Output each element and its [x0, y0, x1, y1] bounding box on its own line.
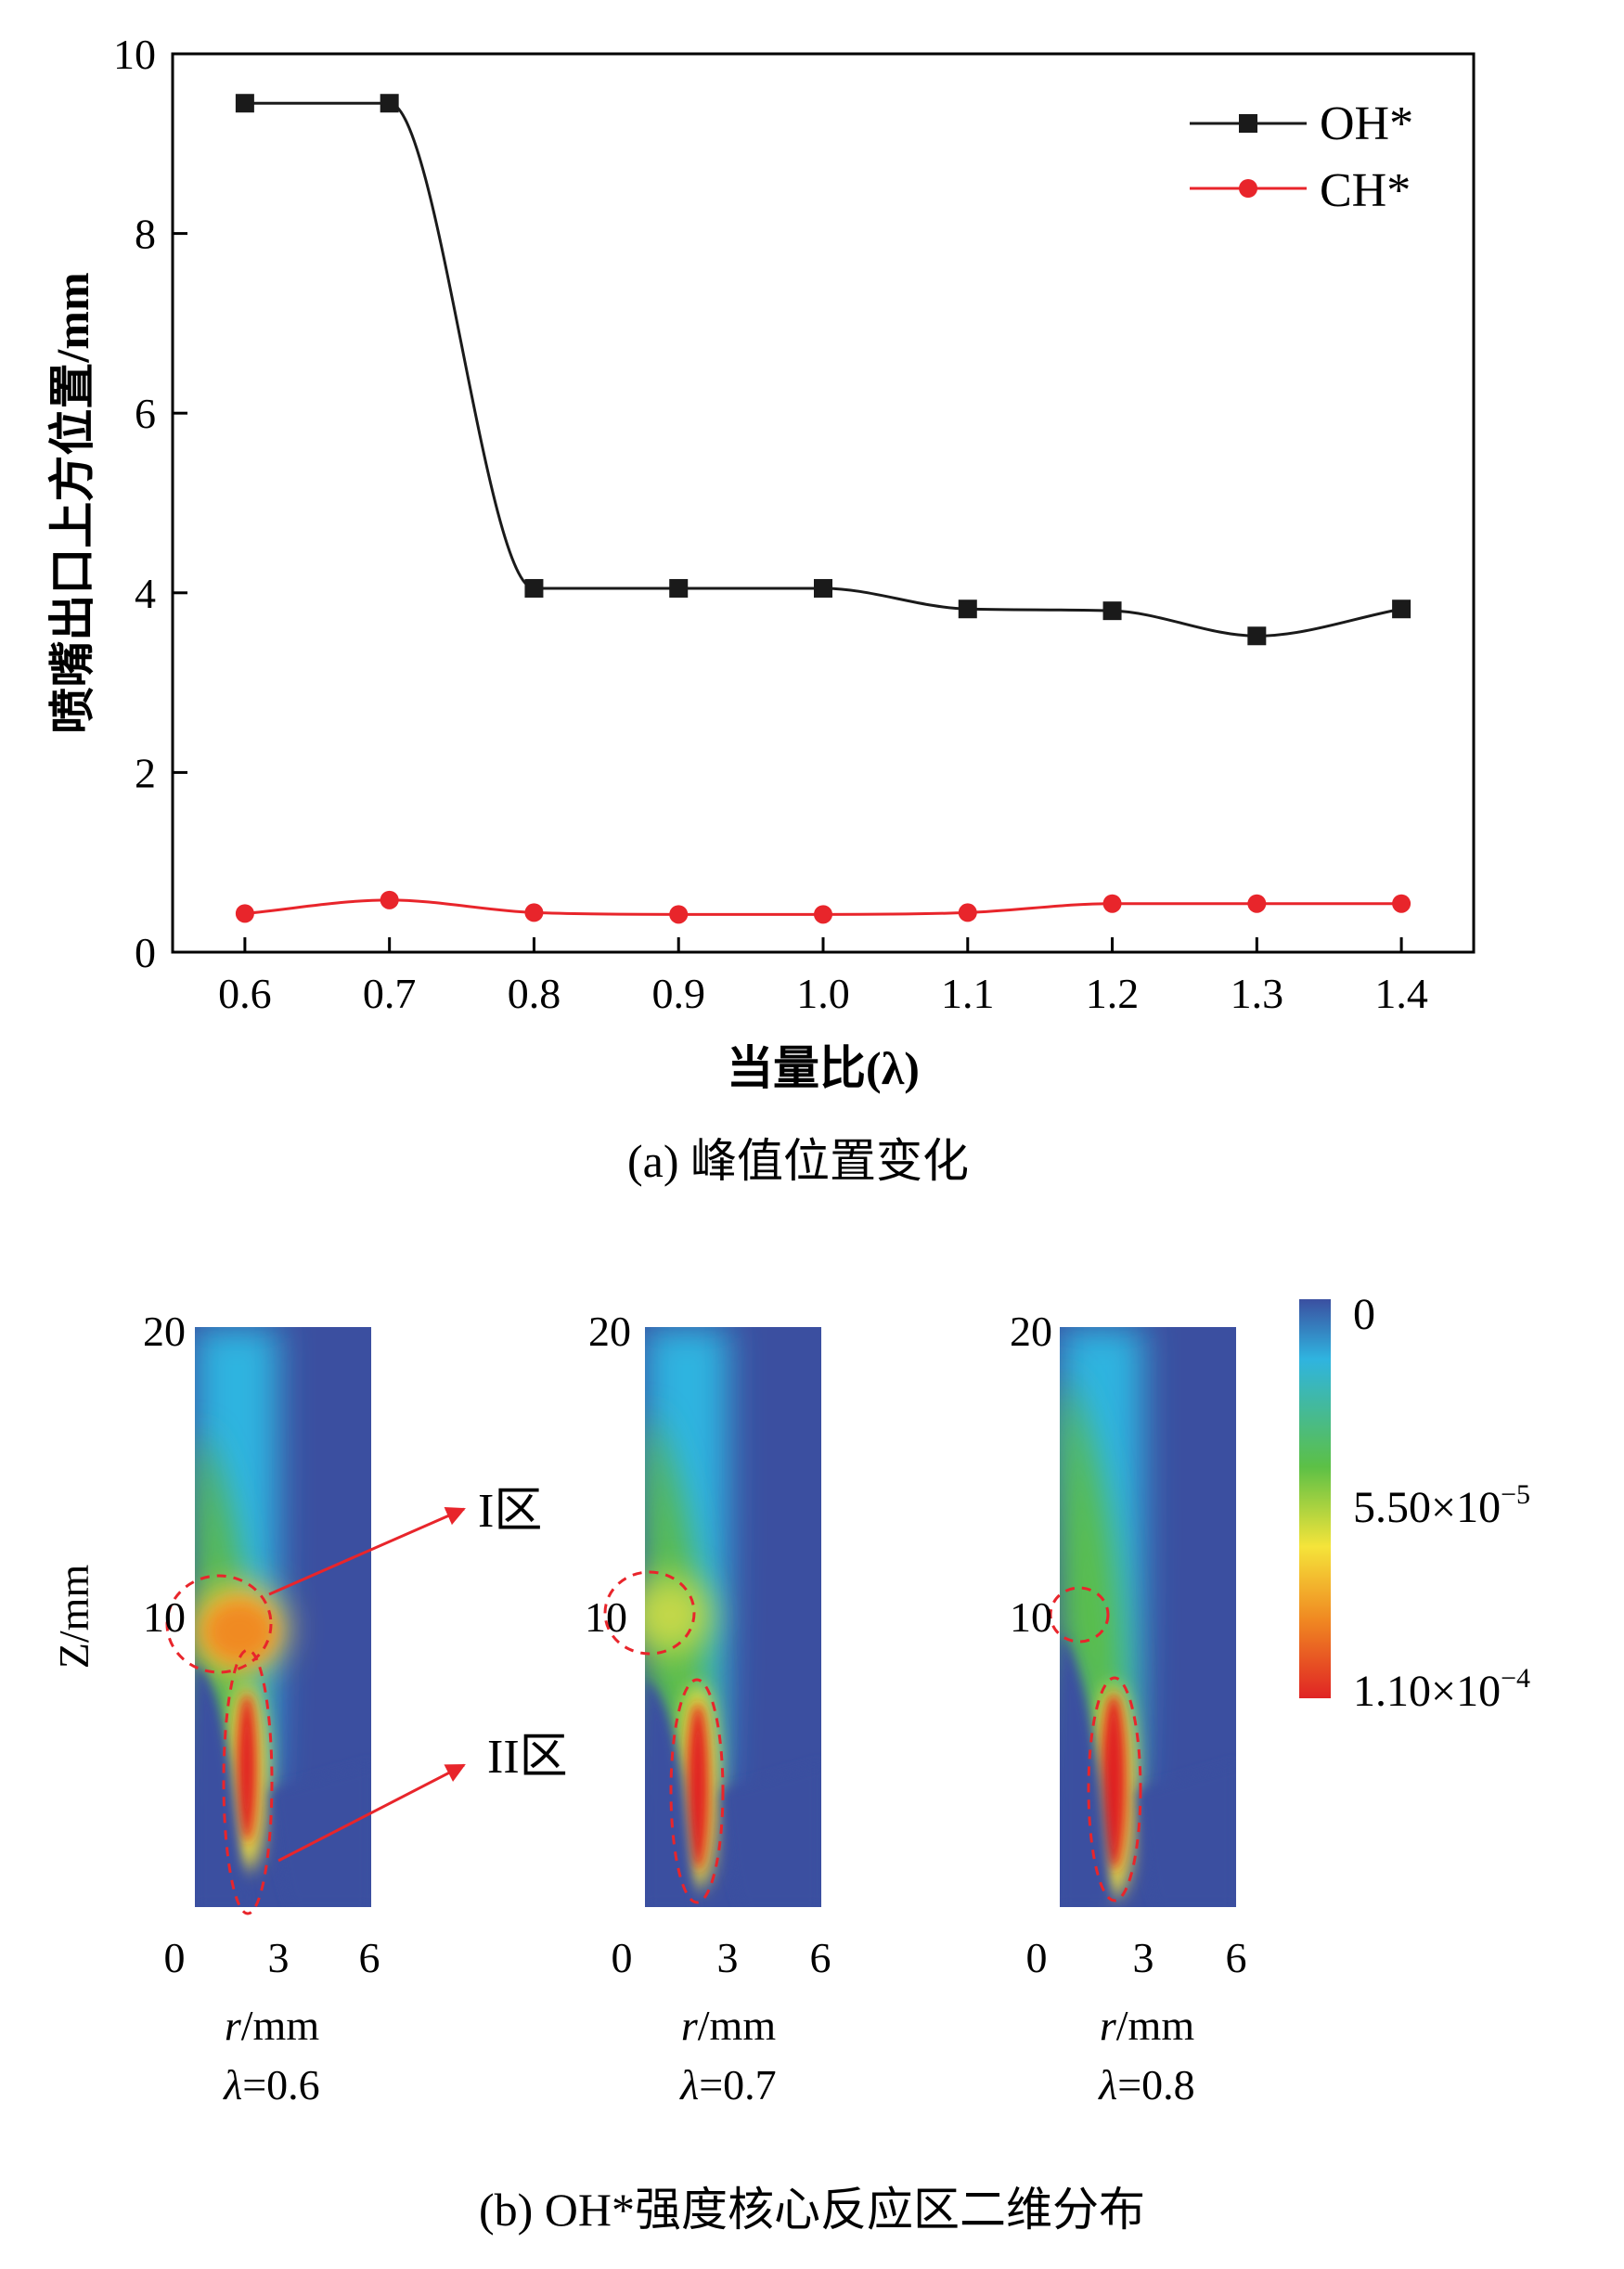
x-tick-label: 0.6	[218, 970, 272, 1017]
x-tick-label: 1.0	[796, 970, 850, 1017]
panel-2-x-tick-0: 0	[612, 1934, 633, 1981]
heatmap-panel-1: I区 II区 20 10 0 3 6 r/mm λ=0.6	[143, 1308, 568, 2108]
panel-3-x-tick-3: 3	[1133, 1934, 1154, 1981]
data-point-oh	[235, 94, 254, 113]
series-lines	[244, 101, 1402, 916]
panel-3-x-tick-6: 6	[1226, 1934, 1247, 1981]
zone-1-label: I区	[478, 1485, 542, 1538]
panel-1-x-tick-0: 0	[164, 1934, 186, 1981]
legend-label-ch: CH*	[1320, 164, 1411, 217]
x-tick-label: 0.8	[508, 970, 561, 1017]
y-tick-label: 10	[113, 31, 156, 78]
data-point-oh	[524, 578, 544, 598]
legend-label-oh: OH*	[1320, 97, 1413, 150]
x-tick-label: 0.9	[651, 970, 705, 1017]
panel-3-lambda-label: λ=0.8	[1097, 2061, 1194, 2108]
zone-1-outline	[603, 1570, 696, 1656]
zone-1-outline	[1049, 1586, 1110, 1644]
y-axis-label: 喷嘴出口上方位置/mm	[46, 272, 98, 733]
data-point-ch	[669, 905, 689, 924]
data-point-oh	[958, 599, 977, 619]
panel-1-x-label: r/mm	[225, 2002, 319, 2049]
heatmap-panel-3: 20 10 0 3 6 r/mm λ=0.8	[1010, 1308, 1247, 2108]
panel-3-y-tick-10: 10	[1010, 1593, 1052, 1641]
x-tick-label: 1.3	[1231, 970, 1284, 1017]
panel-2-x-tick-3: 3	[717, 1934, 739, 1981]
x-tick-label: 1.2	[1086, 970, 1140, 1017]
x-tick-label: 0.7	[363, 970, 417, 1017]
data-point-oh	[1392, 599, 1411, 619]
caption-a: (a) 峰值位置变化	[627, 1135, 969, 1187]
panel-2-x-label: r/mm	[681, 2002, 776, 2049]
data-point-ch	[235, 904, 254, 923]
colorbar: 0 5.50×10−5 1.10×10−4	[1299, 1290, 1530, 1716]
axis-ticks: 0.6 0.7 0.8 0.9 1.0 1.1 1.2 1.3 1.4 0 2 4 6 8 10	[113, 31, 1428, 1017]
caption-b: (b) OH*强度核心反应区二维分布	[479, 2184, 1145, 2236]
colorbar-label-mid: 5.50×10−5	[1353, 1479, 1530, 1532]
x-tick-label: 1.4	[1374, 970, 1428, 1017]
data-point-oh	[814, 578, 832, 598]
data-point-ch	[1247, 894, 1267, 913]
x-tick-label: 1.1	[941, 970, 995, 1017]
y-tick-label: 8	[135, 211, 156, 258]
zone-2-arrow	[277, 1763, 466, 1863]
peak-position-chart: 0.6 0.7 0.8 0.9 1.0 1.1 1.2 1.3 1.4 0 2 4 6 8 10 OH* C…	[46, 31, 1476, 1187]
panel-3-y-tick-20: 20	[1010, 1308, 1052, 1355]
zone-2-label: II区	[487, 1731, 568, 1784]
panel-1-lambda-label: λ=0.6	[222, 2061, 319, 2108]
panel-1-y-tick-10: 10	[143, 1593, 186, 1641]
data-point-oh	[669, 578, 689, 598]
data-point-oh	[380, 94, 399, 113]
zone-1-outline	[165, 1574, 273, 1674]
zone-1-arrow	[268, 1506, 466, 1596]
data-point-ch	[524, 903, 544, 922]
legend-marker-ch	[1239, 179, 1257, 198]
y-tick-label: 2	[135, 749, 156, 796]
data-point-ch	[814, 905, 832, 924]
colorbar-scale	[1299, 1299, 1331, 1698]
panel-2-lambda-label: λ=0.7	[678, 2061, 776, 2108]
panel-1-x-tick-3: 3	[268, 1934, 290, 1981]
panel-3-x-tick-0: 0	[1026, 1934, 1048, 1981]
series-markers	[235, 94, 1411, 924]
panel-1-x-tick-6: 6	[359, 1934, 380, 1981]
legend-marker-oh	[1239, 114, 1257, 133]
colorbar-label-max: 1.10×10−4	[1353, 1663, 1530, 1716]
panel-2-x-tick-6: 6	[810, 1934, 831, 1981]
data-point-ch	[1392, 894, 1411, 913]
zone-2-outline	[222, 1648, 274, 1915]
panel-2-y-tick-20: 20	[588, 1308, 631, 1355]
legend: OH* CH*	[1190, 97, 1413, 217]
zone-2-outline	[669, 1678, 725, 1904]
heatmap-panel-2: 20 10 0 3 6 r/mm λ=0.7	[585, 1308, 831, 2108]
zone-2-outline	[1087, 1676, 1142, 1902]
panel-1-y-tick-20: 20	[143, 1308, 186, 1355]
series-line-1	[244, 101, 1402, 638]
oh-distribution-figure: I区 II区 20 10 0 3 6 r/mm λ=0.6	[50, 1290, 1530, 2236]
data-point-oh	[1102, 601, 1122, 621]
data-point-oh	[1247, 626, 1267, 646]
x-axis-label: 当量比(λ)	[727, 1042, 920, 1094]
y-tick-label: 4	[135, 570, 156, 617]
data-point-ch	[1102, 894, 1122, 913]
data-point-ch	[380, 890, 399, 909]
heatmap-y-axis-label: Z/mm	[50, 1565, 97, 1670]
y-tick-label: 0	[135, 929, 156, 976]
y-tick-label: 6	[135, 390, 156, 437]
panel-3-x-label: r/mm	[1100, 2002, 1194, 2049]
data-point-ch	[958, 903, 977, 922]
colorbar-label-min: 0	[1353, 1290, 1375, 1339]
panel-2-y-tick-10: 10	[585, 1593, 627, 1641]
